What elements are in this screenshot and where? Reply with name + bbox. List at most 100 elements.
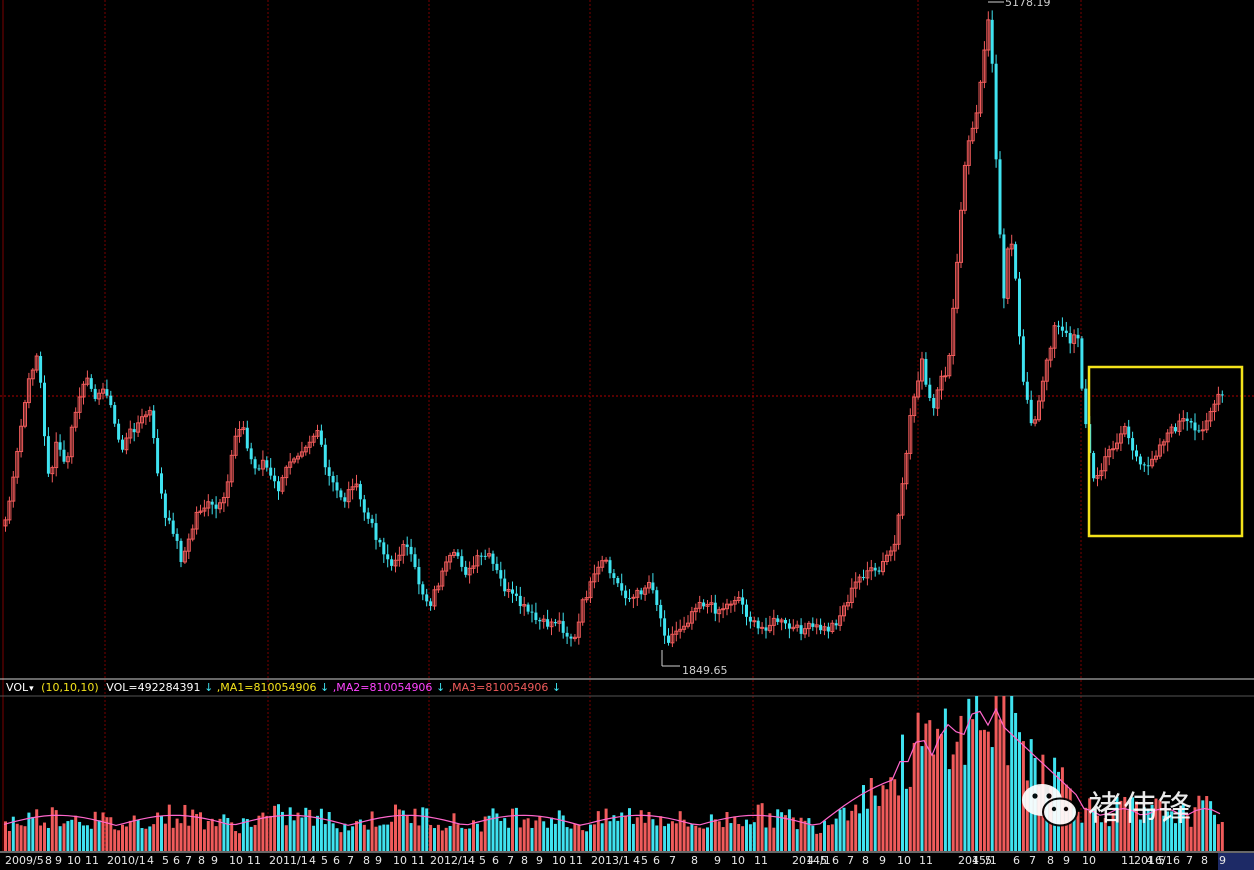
x-tick-label: 6 [492,854,499,867]
candle-body [534,612,538,620]
candle-body [218,502,222,510]
volume-bar [651,819,655,851]
candle-body [15,451,20,478]
x-tick-label: 8 [1201,854,1208,867]
volume-bar [15,823,19,851]
volume-bar [444,827,448,851]
volume-bar [183,804,187,851]
volume-bar [109,817,113,851]
candle-body [323,444,327,468]
volume-bar [475,823,479,851]
candle-body [397,554,402,561]
volume-bar [858,813,862,851]
candle-body [73,411,78,428]
candle-body [245,427,249,449]
candle-body [124,437,129,451]
candle-body [612,573,616,578]
candle-body [210,501,214,505]
volume-bar [499,820,503,851]
volume-bar [218,818,222,851]
candle-body [97,392,102,400]
volume-bar [323,824,327,851]
volume-bar [327,812,331,851]
candle-body [393,559,398,567]
volume-bar [210,818,214,851]
volume-bar [152,824,156,851]
x-tick-label: 5 [820,854,827,867]
candle-body [1200,429,1205,432]
volume-bar [1107,826,1111,851]
volume-bar [760,803,764,851]
candle-body [405,544,409,547]
volume-bar [725,812,729,851]
candle-body [273,475,277,482]
candle-body [814,624,819,628]
candle-body [1025,381,1029,400]
volume-bar [101,812,105,851]
vol-name[interactable]: VOL [6,681,29,694]
volume-bar [550,817,553,851]
volume-bar [1213,814,1216,851]
candle-body [214,504,218,509]
volume-bar [1096,815,1099,851]
volume-bar [1205,796,1209,851]
candle-body [862,577,865,579]
x-tick-label: 8 [1047,854,1054,867]
candle-body [845,602,850,607]
volume-bar [136,819,140,851]
candle-body [81,383,86,398]
x-tick-label: 7 [507,854,514,867]
candle-body [167,517,171,521]
volume-bar [234,831,238,851]
candle-body [900,483,905,516]
volume-bar [1158,800,1162,851]
volume-bar [639,810,643,851]
volume-bar [230,822,234,851]
volume-bar [838,809,842,851]
candle-body [1103,456,1108,472]
candle-body [865,570,870,579]
candle-body [526,604,530,612]
candle-body [128,428,133,439]
volume-bar [877,805,881,851]
volume-bar [50,807,54,851]
x-tick-label: 4 [309,854,316,867]
volume-bar [452,813,456,851]
volume-bar [366,829,370,851]
volume-bar [472,820,475,851]
candle-body [85,377,90,385]
candle-body [1193,422,1197,431]
candle-body [288,461,293,468]
vol-params: (10,10,10) [41,681,99,694]
volume-bar [31,816,35,851]
volume-bar [647,811,651,851]
x-tick-label: 10 [897,854,911,867]
volume-bar [748,824,752,851]
volume-bar [733,816,737,851]
volume-bar [885,789,889,851]
volume-bar [916,712,920,851]
candle-body [425,594,429,602]
volume-bar [986,731,990,851]
candle-body [280,477,285,492]
candle-body [538,619,542,622]
x-tick-label: 6 [173,854,180,867]
volume-bar [756,804,760,851]
volume-bar [557,810,561,851]
volume-bar [791,817,795,851]
volume-bar [624,815,628,851]
candle-body [791,626,796,630]
chevron-down-icon[interactable]: ▾ [29,684,34,694]
volume-bar [865,808,869,851]
candle-body [1189,420,1193,423]
candle-body [928,384,932,398]
x-tick-label: 8 [691,854,698,867]
volume-bar [589,824,592,851]
candle-body [339,490,343,498]
candle-body [826,626,830,632]
candle-body [511,589,514,594]
volume-bar [1193,807,1197,851]
candle-body [760,626,765,629]
candle-body [1118,433,1123,444]
volume-bar [187,825,191,851]
